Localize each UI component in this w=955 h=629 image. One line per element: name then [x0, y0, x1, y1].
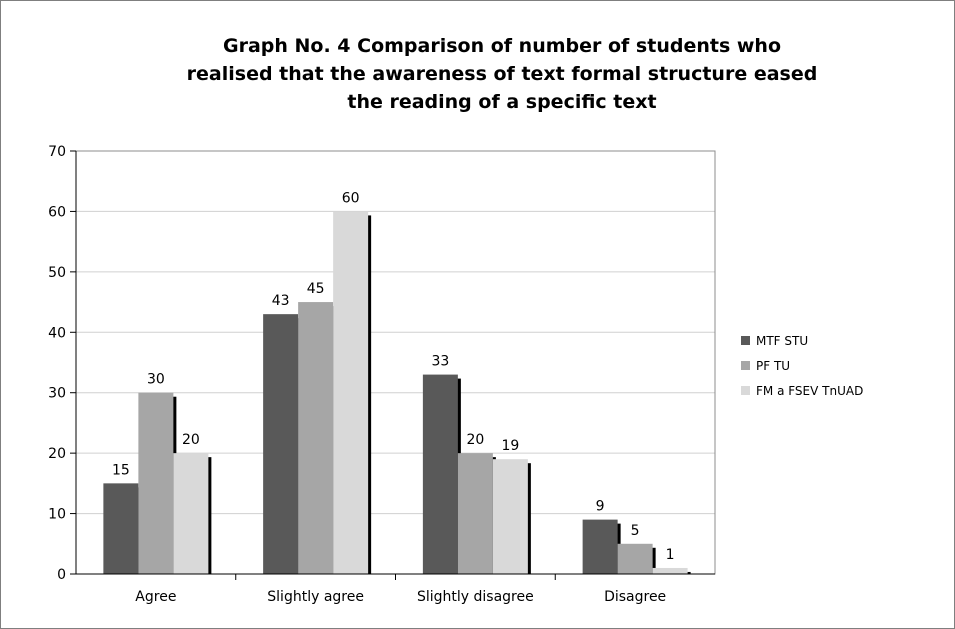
legend-label: PF TU: [756, 359, 790, 373]
legend-swatch: [741, 361, 750, 370]
bar-shadow: [686, 571, 691, 574]
data-label: 9: [596, 499, 605, 515]
legend-label: FM a FSEV TnUAD: [756, 384, 863, 398]
bar: [263, 314, 299, 574]
bar: [617, 543, 653, 574]
y-tick-label: 50: [48, 265, 66, 281]
y-tick-label: 70: [48, 144, 66, 160]
bar-shadow: [207, 457, 212, 574]
category-label: Slightly disagree: [417, 589, 534, 605]
data-label: 5: [631, 523, 640, 539]
data-label: 1: [666, 547, 675, 563]
bar: [457, 453, 493, 574]
bar: [652, 567, 688, 574]
y-tick-label: 60: [48, 204, 66, 220]
y-tick-label: 10: [48, 507, 66, 523]
axes: 0 10 20 30 40 50 60 70 Agree Slightly agree Slight…: [48, 144, 715, 605]
category-label: Slightly agree: [267, 589, 364, 605]
bar: [173, 453, 209, 574]
legend-swatch: [741, 336, 750, 345]
y-tick-label: 0: [57, 567, 66, 583]
data-label: 15: [112, 462, 130, 478]
bar: [103, 483, 139, 574]
bar: [422, 374, 458, 574]
legend: MTF STU PF TU FM a FSEV TnUAD: [741, 334, 863, 398]
bar: [333, 211, 369, 574]
bars: [103, 211, 691, 574]
bar: [582, 519, 618, 574]
bar-shadow: [367, 215, 372, 574]
data-label: 45: [307, 281, 325, 297]
data-label: 19: [501, 438, 519, 454]
chart-title-line-2: realised that the awareness of text form…: [187, 63, 818, 85]
y-tick-label: 20: [48, 446, 66, 462]
legend-swatch: [741, 386, 750, 395]
data-labels: 15 30 20 43 45 60 33 20 19 9 5 1: [112, 190, 675, 563]
data-label: 20: [182, 432, 200, 448]
bar: [492, 459, 528, 574]
y-tick-label: 40: [48, 325, 66, 341]
data-label: 30: [147, 372, 165, 388]
chart-title-line-3: the reading of a specific text: [347, 91, 656, 113]
data-label: 33: [431, 354, 449, 370]
category-label: Disagree: [604, 589, 666, 605]
chart-title-line-1: Graph No. 4 Comparison of number of stud…: [223, 35, 781, 57]
bar-shadow: [651, 547, 656, 574]
y-tick-label: 30: [48, 386, 66, 402]
data-label: 43: [272, 293, 290, 309]
bar: [298, 302, 334, 574]
bar-shadow: [526, 463, 531, 574]
legend-label: MTF STU: [756, 334, 808, 348]
data-label: 60: [342, 190, 360, 206]
category-label: Agree: [135, 589, 176, 605]
data-label: 20: [466, 432, 484, 448]
bar: [138, 392, 174, 574]
chart-title: Graph No. 4 Comparison of number of stud…: [187, 35, 818, 113]
